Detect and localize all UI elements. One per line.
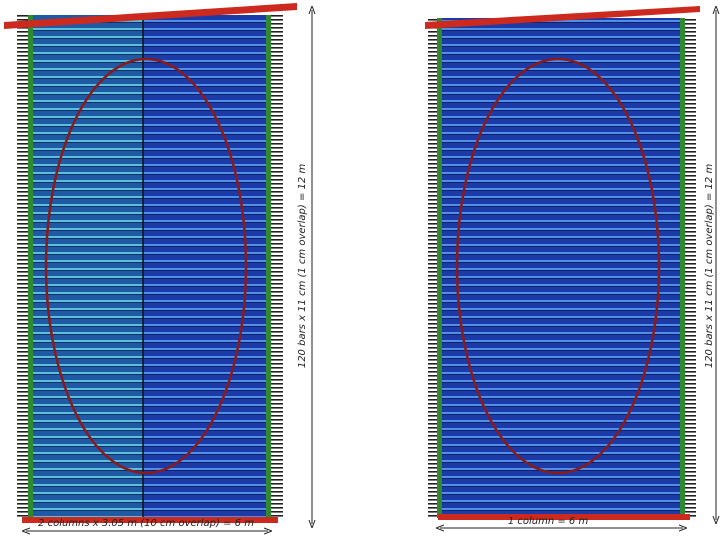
green-strip — [266, 15, 271, 518]
left-panel: 120 bars x 11 cm (1 cm overlap) = 12 m 2… — [4, 3, 312, 531]
green-strip — [28, 15, 33, 518]
green-strip — [437, 18, 442, 518]
width-label: 2 columns x 3.05 m (10 cm overlap) = 6 m — [38, 518, 254, 529]
diagram: 120 bars x 11 cm (1 cm overlap) = 12 m 2… — [0, 0, 721, 544]
right-comb — [271, 15, 283, 518]
height-label: 120 bars x 11 cm (1 cm overlap) = 12 m — [704, 164, 715, 369]
left-comb — [17, 15, 29, 518]
column-b — [143, 15, 271, 518]
green-strip — [680, 18, 685, 518]
height-label: 120 bars x 11 cm (1 cm overlap) = 12 m — [297, 164, 308, 369]
right-comb — [684, 18, 696, 518]
width-label: 1 column = 6 m — [508, 516, 589, 527]
right-panel: 120 bars x 11 cm (1 cm overlap) = 12 m 1… — [425, 6, 716, 528]
column — [440, 18, 684, 518]
